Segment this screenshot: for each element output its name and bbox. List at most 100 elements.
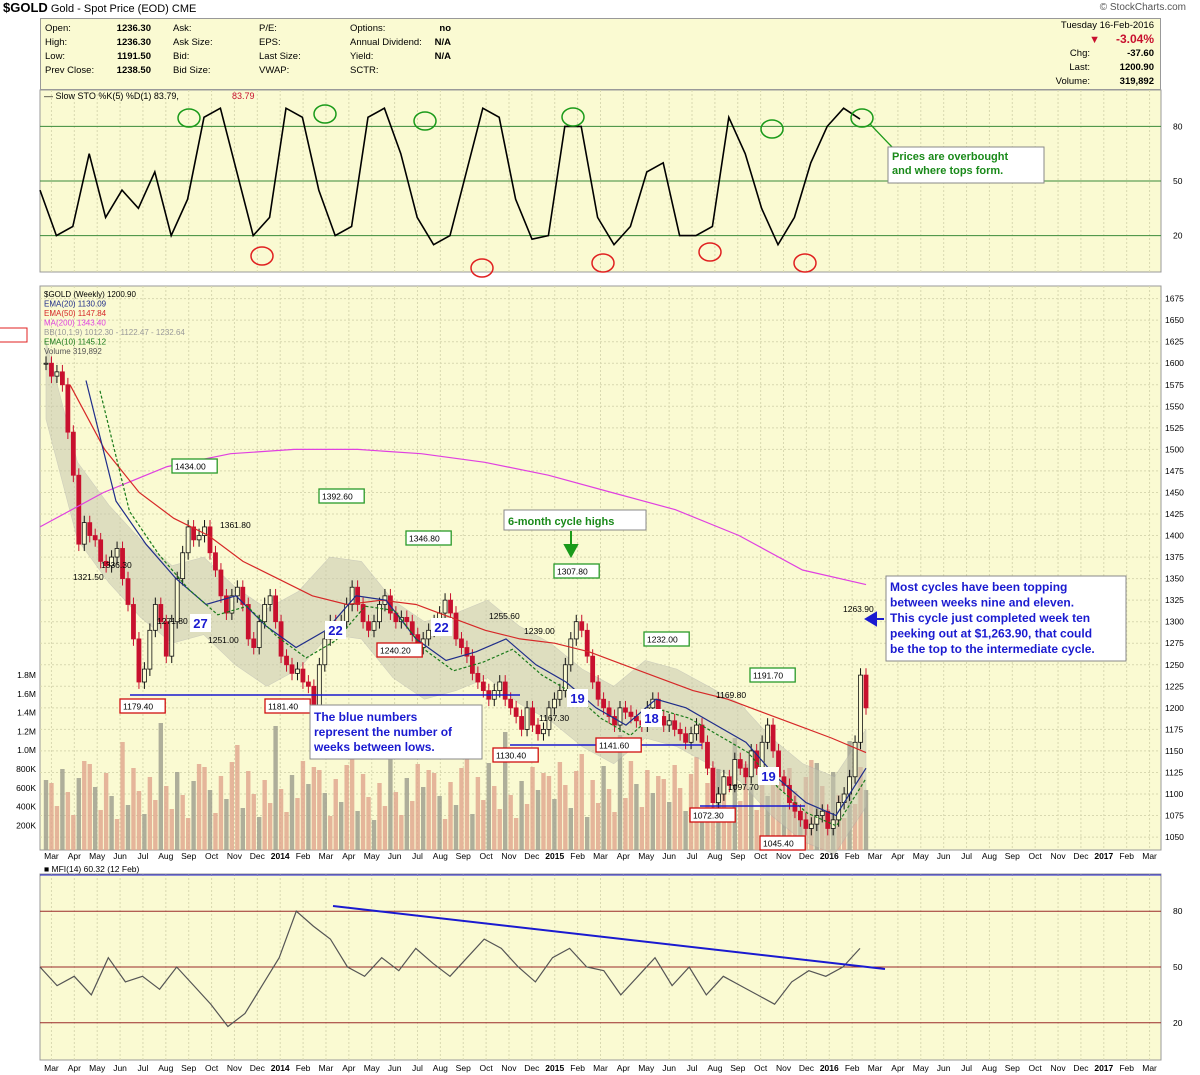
x-tick-label: 2014 [271, 1063, 290, 1073]
volume-bar [142, 814, 147, 850]
low-label-box [376, 642, 423, 658]
volume-bar [650, 793, 655, 850]
price-candle [349, 586, 355, 605]
price-candle [519, 716, 524, 730]
cycles-note-box [885, 575, 1127, 662]
volume-axis-label: 400K [16, 802, 36, 812]
volume-bar [421, 787, 426, 850]
volume-bar [185, 818, 191, 850]
cycle-count: 18 [644, 711, 658, 726]
volume-axis-label: 1.8M [17, 670, 36, 680]
x-tick-label: 2016 [820, 851, 839, 861]
stochastic-line [39, 106, 861, 247]
price-candle [584, 629, 590, 657]
x-tick-label: Nov [501, 1063, 517, 1073]
x-tick-label: Oct [205, 1063, 219, 1073]
price-candle [737, 759, 743, 769]
price-axis-label: 1275 [1165, 638, 1184, 648]
volume-bar [218, 776, 224, 850]
volume-bar [267, 803, 273, 850]
volume-bar [459, 768, 464, 850]
price-axis-label: 1625 [1165, 337, 1184, 347]
mfi-legend: ■ MFI(14) 60.32 (12 Feb) [44, 864, 140, 874]
price-candle [508, 698, 514, 709]
volume-bar [98, 810, 103, 850]
price-candle [513, 707, 519, 717]
price-candle [819, 810, 825, 816]
volume-bar [235, 745, 240, 850]
x-tick-label: Feb [845, 851, 860, 861]
x-tick-label: Jun [937, 851, 951, 861]
x-tick-label: Jul [961, 851, 972, 861]
ema20-line [85, 380, 867, 817]
price-axis-label: 1400 [1165, 531, 1184, 541]
price-value-label: 1361.80 [220, 520, 251, 530]
price-axis-label: 1200 [1165, 703, 1184, 713]
price-axis-label: 1350 [1165, 574, 1184, 584]
price-candle [688, 733, 694, 743]
volume-bar [164, 786, 169, 850]
volume-bar [158, 723, 163, 850]
x-tick-label: 2017 [1094, 851, 1113, 861]
price-candle [207, 526, 213, 554]
oversold-circle [698, 242, 722, 262]
price-candle [623, 707, 628, 713]
open-label: Open: [45, 23, 71, 34]
oversold-circle [470, 258, 494, 278]
price-candle [590, 655, 596, 683]
x-tick-label: Mar [593, 1063, 608, 1073]
price-candle [360, 604, 366, 623]
volume-bar [464, 751, 470, 850]
price-candle [87, 522, 93, 536]
volume-bar [153, 800, 158, 850]
volume-bar [120, 742, 125, 850]
x-tick-label: Sep [730, 1063, 745, 1073]
price-candle [284, 655, 289, 666]
low-label-box [689, 807, 736, 823]
volume-bar [645, 770, 650, 850]
volume-bar [595, 803, 601, 850]
stochastic-axis-label: 80 [1173, 121, 1183, 131]
price-candle [371, 621, 377, 631]
cycle-count-box [431, 618, 452, 636]
price-candle [256, 621, 262, 648]
stochastic-axis-label: 20 [1173, 231, 1183, 241]
price-candle [174, 578, 180, 623]
x-tick-label: Oct [479, 851, 493, 861]
price-candle [535, 724, 541, 735]
volume-bar [278, 789, 284, 850]
x-tick-label: Oct [205, 851, 219, 861]
volume-bar [87, 764, 92, 850]
x-tick-label: 2015 [545, 851, 564, 861]
volume-axis-label: 600K [16, 783, 36, 793]
ema10-line [99, 390, 867, 827]
price-candle [781, 776, 787, 786]
x-tick-label: Dec [1073, 1063, 1089, 1073]
x-tick-label: Dec [799, 1063, 815, 1073]
x-tick-label: Feb [296, 851, 311, 861]
volume-bar [196, 764, 202, 850]
price-value-label: 1321.50 [73, 572, 104, 582]
price-candle [180, 552, 186, 580]
x-tick-label: Sep [730, 851, 745, 861]
price-candle [262, 604, 268, 623]
volume-bar [530, 767, 535, 850]
oversold-circle [793, 253, 817, 273]
x-tick-label: Sep [181, 851, 196, 861]
volume-bar [628, 761, 634, 850]
price-candle [683, 733, 688, 743]
x-tick-label: Apr [342, 851, 355, 861]
quote-box: Open: 1236.30 High: 1236.30 Low: 1191.50… [40, 18, 1161, 90]
volume-bar [147, 777, 153, 850]
site-credit[interactable]: © StockCharts.com [1099, 2, 1186, 13]
price-candle [426, 629, 432, 640]
volume-axis-label: 1.6M [17, 689, 36, 699]
price-axis-label: 1225 [1165, 681, 1184, 691]
volume-bar [169, 809, 174, 850]
last-label: Last: [1069, 62, 1090, 73]
price-candle [322, 638, 328, 666]
x-tick-label: May [364, 851, 381, 861]
volume-bar [399, 815, 404, 850]
price-candle [103, 560, 109, 567]
cycles-note: peeking out at $1,263.90, that could [890, 627, 1092, 641]
